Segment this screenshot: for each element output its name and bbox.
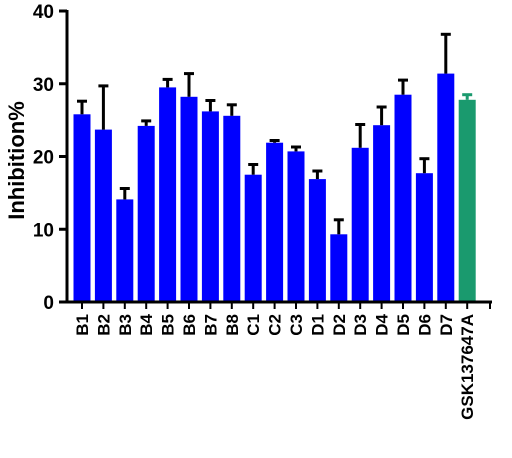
x-tick-label-d7: D7: [437, 314, 456, 336]
error-bar-c1: [248, 163, 259, 175]
bar-gsk137647a: [458, 99, 476, 302]
x-tick-label-gsk137647a: GSK137647A: [458, 314, 477, 420]
y-tick-label-40: 40: [33, 2, 54, 23]
x-tick-label-d4: D4: [373, 313, 392, 335]
error-bar-d5: [398, 78, 408, 95]
bar-d5: [394, 94, 412, 302]
x-tick-label-c1: C1: [244, 314, 263, 336]
error-bar-gsk137647a: [462, 93, 473, 100]
bar-b7: [201, 111, 219, 303]
bar-c1: [244, 174, 262, 302]
error-bar-d4: [376, 105, 387, 126]
x-tick-label-b2: B2: [94, 314, 113, 336]
bar-d1: [308, 179, 326, 302]
error-bar-d7: [440, 32, 451, 74]
x-tick-label-d5: D5: [394, 314, 413, 336]
x-tick-label-d3: D3: [351, 314, 370, 336]
bar-b8: [223, 115, 241, 302]
bar-d3: [351, 147, 369, 302]
bar-b2: [94, 129, 112, 302]
error-bar-c3: [291, 145, 301, 152]
y-tick-label-30: 30: [33, 75, 54, 96]
y-tick-label-20: 20: [33, 148, 54, 169]
x-tick-label-d6: D6: [415, 314, 434, 336]
bar-c2: [266, 142, 284, 302]
error-bar-b6: [184, 72, 194, 97]
x-tick-label-b1: B1: [73, 314, 92, 336]
bar-b6: [180, 96, 198, 302]
y-axis-title: Inhibition%: [4, 101, 29, 220]
error-bar-d3: [355, 123, 366, 148]
y-tick-label-0: 0: [43, 293, 54, 314]
x-tick-label-d1: D1: [308, 314, 327, 336]
error-bar-b1: [77, 99, 87, 115]
bar-d4: [373, 125, 391, 302]
x-tick-labels: B1 B2 B3 B4 B5 B6 B7 B8 C1 C2 C3 D1 D2 D3 D4 D5 D6 D7 GSK1…: [73, 313, 477, 419]
error-bar-b3: [119, 187, 130, 200]
error-bar-b7: [205, 99, 216, 112]
bar-c3: [287, 151, 305, 302]
error-bar-b8: [226, 103, 237, 116]
x-tick-label-c2: C2: [266, 314, 285, 336]
y-tick-label-10: 10: [33, 220, 54, 241]
x-tick-label-c3: C3: [287, 314, 306, 336]
x-tick-label-b4: B4: [137, 313, 156, 335]
error-bar-b2: [98, 84, 109, 130]
x-tick-label-b5: B5: [159, 314, 178, 336]
x-tick-label-b7: B7: [201, 314, 220, 336]
bar-b5: [159, 87, 177, 303]
bar-b4: [137, 125, 155, 303]
bar-b3: [116, 199, 134, 302]
error-bar-d2: [333, 218, 344, 235]
bar-d7: [437, 73, 455, 302]
bar-b1: [73, 114, 91, 302]
axes-layer: [59, 9, 492, 309]
error-bar-b4: [141, 119, 152, 126]
error-bars-layer: [77, 32, 473, 235]
x-tick-label-b3: B3: [116, 314, 135, 336]
bar-d6: [415, 173, 433, 302]
x-tick-label-b6: B6: [180, 314, 199, 336]
bars-layer: [73, 73, 476, 303]
error-bar-b5: [162, 77, 173, 88]
error-bar-c2: [269, 139, 280, 143]
x-tick-label-b8: B8: [223, 314, 242, 336]
y-tick-labels: 0 10 20 30 40: [33, 2, 54, 314]
error-bar-d6: [419, 157, 430, 174]
x-tick-label-d2: D2: [330, 314, 349, 336]
bar-d2: [330, 234, 348, 302]
error-bar-d1: [312, 169, 323, 180]
